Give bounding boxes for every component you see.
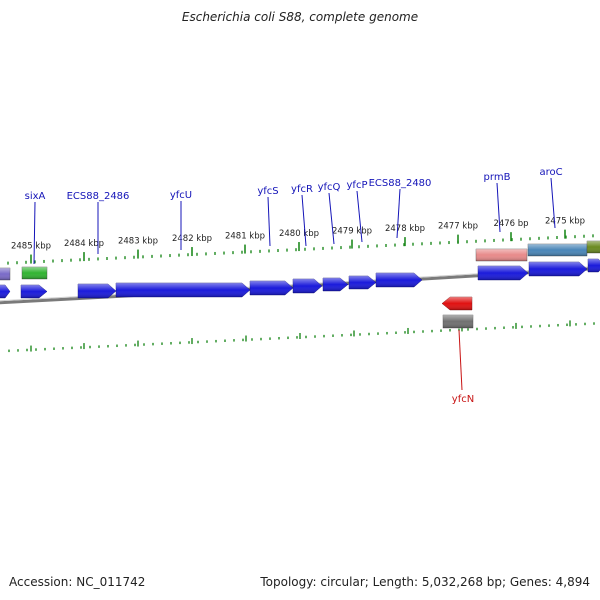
gene-label: ECS88_2480 bbox=[369, 178, 432, 189]
gene-label: sixA bbox=[25, 191, 46, 202]
axis-tick-label: 2481 kbp bbox=[225, 232, 265, 242]
axis-tick-label: 2482 kbp bbox=[172, 234, 212, 244]
axis-tick-label: 2485 kbp bbox=[11, 242, 51, 252]
feature-block-olive-shade bbox=[587, 241, 600, 253]
gene-arrow-shade bbox=[293, 279, 322, 293]
gene-arrow-shade bbox=[0, 285, 10, 298]
gene-leader-line bbox=[396, 188, 401, 239]
gene-label: yfcQ bbox=[318, 182, 341, 193]
axis-tick-label: 2476 bp bbox=[493, 219, 528, 229]
gene-arrow-shade bbox=[116, 283, 250, 297]
gene-arrow-shade bbox=[588, 259, 600, 272]
gene-leader-line bbox=[328, 192, 335, 245]
axis-tick-label: 2479 kbp bbox=[332, 227, 372, 237]
gene-arrow-shade bbox=[529, 262, 587, 276]
gene-arrow-shade bbox=[78, 284, 116, 298]
gene-leader-line-reverse bbox=[458, 329, 463, 391]
gene-arrow-shade bbox=[250, 281, 293, 295]
gene-label: yfcR bbox=[291, 184, 313, 195]
feature-block-pink-shade bbox=[476, 249, 527, 261]
gene-arrow-shade bbox=[349, 276, 376, 289]
gene-label: ECS88_2486 bbox=[67, 191, 130, 202]
feature-block-steelblue-shade bbox=[528, 244, 587, 256]
gene-arrow-reverse-shade bbox=[442, 297, 472, 310]
axis-tick-label: 2475 kbp bbox=[545, 217, 585, 227]
accession-text: Accession: NC_011742 bbox=[9, 575, 146, 589]
gene-leader-line bbox=[550, 177, 556, 229]
feature-block-gray-shade bbox=[443, 315, 473, 328]
gene-arrow-shade bbox=[376, 273, 422, 287]
feature-block-purple-shade bbox=[0, 268, 10, 280]
gene-label: yfcS bbox=[257, 186, 278, 197]
gene-leader-line bbox=[267, 196, 271, 247]
genome-summary-text: Topology: circular; Length: 5,032,268 bp… bbox=[260, 575, 590, 589]
gene-leader-line bbox=[356, 190, 363, 243]
gene-leader-line bbox=[496, 182, 501, 233]
genome-title: Escherichia coli S88, complete genome bbox=[181, 10, 419, 24]
axis-tick-label: 2480 kbp bbox=[279, 229, 319, 239]
axis-tick-label: 2477 kbp bbox=[438, 222, 478, 232]
axis-tick-label: 2483 kbp bbox=[118, 237, 158, 247]
axis-tick-label: 2484 kbp bbox=[64, 239, 104, 249]
gene-label: aroC bbox=[539, 167, 562, 178]
gene-label: yfcU bbox=[170, 190, 192, 201]
gene-leader-line bbox=[33, 201, 36, 265]
feature-block-green-shade bbox=[22, 267, 47, 279]
gene-arrow-shade bbox=[478, 266, 528, 280]
gene-leader-line bbox=[301, 194, 307, 247]
gene-label: prmB bbox=[484, 172, 511, 183]
gene-label-reverse: yfcN bbox=[452, 394, 474, 405]
gene-arrow-shade bbox=[21, 285, 47, 298]
gene-label: yfcP bbox=[347, 180, 368, 191]
axis-tick-label: 2478 kbp bbox=[385, 224, 425, 234]
gene-arrow-shade bbox=[323, 278, 348, 291]
